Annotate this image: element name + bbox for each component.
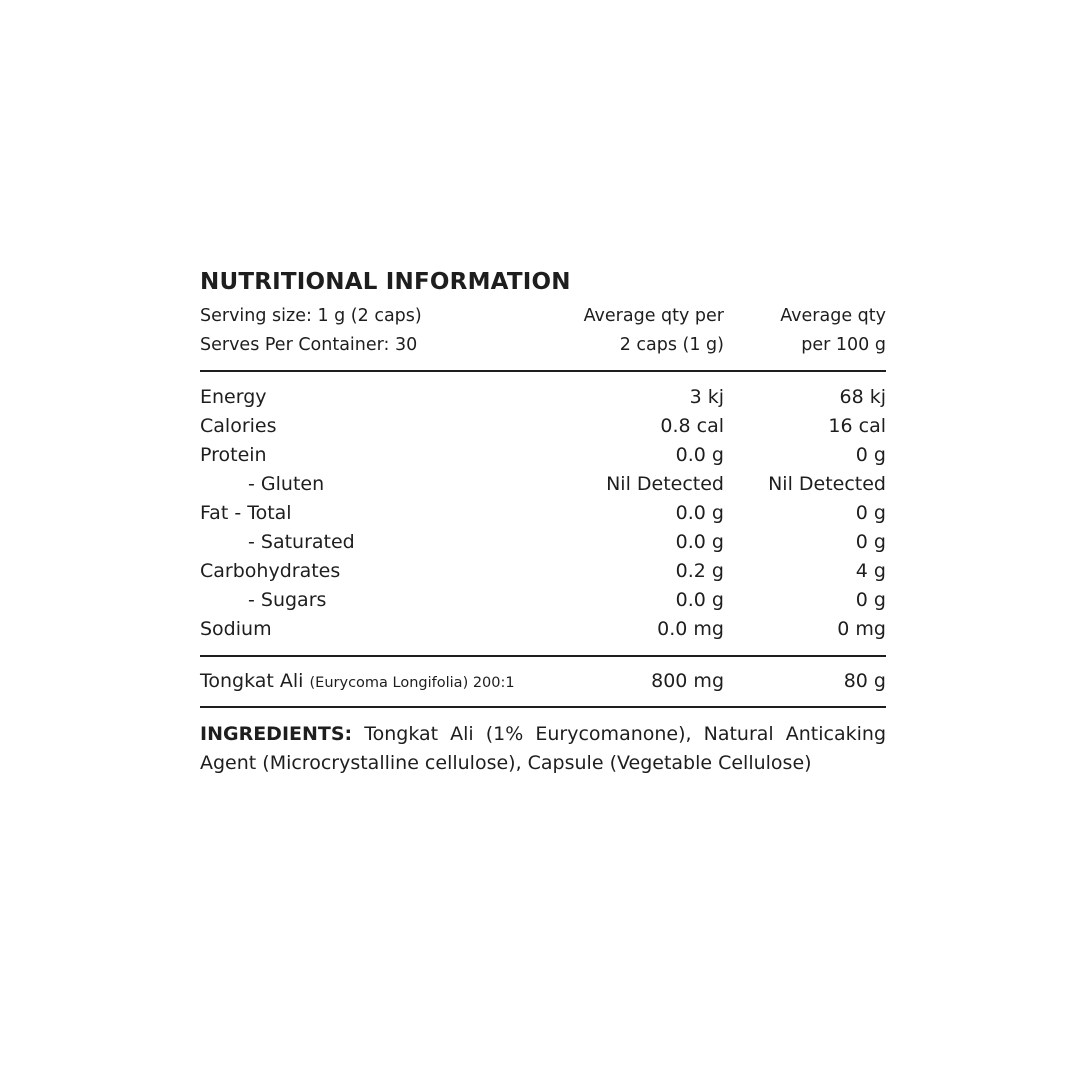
table-header: Serving size: 1 g (2 caps) Average qty p… — [200, 302, 886, 360]
nutrient-row: Carbohydrates 0.2 g 4 g — [200, 557, 886, 586]
divider — [200, 706, 886, 708]
nutrient-row: Fat - Total 0.0 g 0 g — [200, 499, 886, 528]
serving-size: Serving size: 1 g (2 caps) — [200, 306, 422, 326]
nutrient-row: - Sugars 0.0 g 0 g — [200, 586, 886, 615]
nutrient-per-100g: 0 mg — [837, 618, 886, 640]
nutrient-per-serve: 0.2 g — [675, 560, 724, 582]
nutrient-row: - Gluten Nil Detected Nil Detected — [200, 470, 886, 499]
nutrition-panel: NUTRITIONAL INFORMATION Serving size: 1 … — [200, 266, 886, 778]
col2-header-line2: 2 caps (1 g) — [619, 335, 724, 355]
panel-title: NUTRITIONAL INFORMATION — [200, 269, 571, 295]
active-name: Tongkat Ali — [200, 670, 304, 692]
nutrient-per-serve: 0.0 g — [675, 444, 724, 466]
nutrient-per-serve: 0.0 g — [675, 502, 724, 524]
nutrient-label: Energy — [200, 386, 267, 408]
nutrient-row: Sodium 0.0 mg 0 mg — [200, 615, 886, 644]
nutrient-per-serve: 0.0 g — [675, 531, 724, 553]
nutrient-per-serve: 0.0 g — [675, 589, 724, 611]
nutrient-label: Protein — [200, 444, 267, 466]
active-per-100g: 80 g — [843, 670, 886, 692]
ingredients-text: Tongkat Ali (1% Eurycomanone), Natural A… — [200, 723, 887, 774]
serves-per-container: Serves Per Container: 30 — [200, 335, 418, 355]
active-per-serve: 800 mg — [651, 670, 724, 692]
ingredients-label: INGREDIENTS: — [200, 723, 353, 745]
divider — [200, 655, 886, 657]
nutrient-row: - Saturated 0.0 g 0 g — [200, 528, 886, 557]
col3-header-line1: Average qty — [780, 306, 886, 326]
col2-header-line1: Average qty per — [583, 306, 724, 326]
nutrient-per-serve: 3 kj — [689, 386, 724, 408]
nutrient-per-100g: 68 kj — [839, 386, 887, 408]
nutrient-row: Calories 0.8 cal 16 cal — [200, 412, 886, 441]
nutrient-rows: Energy 3 kj 68 kj Calories 0.8 cal 16 cal Prot… — [200, 383, 886, 644]
nutrient-row: Energy 3 kj 68 kj — [200, 383, 886, 412]
nutrient-per-serve: Nil Detected — [606, 473, 724, 495]
nutrient-per-100g: 4 g — [855, 560, 886, 582]
nutrient-label: Calories — [200, 415, 277, 437]
nutrient-per-100g: 0 g — [855, 531, 886, 553]
nutrient-per-serve: 0.0 mg — [657, 618, 724, 640]
nutrient-per-100g: 0 g — [855, 589, 886, 611]
nutrient-per-serve: 0.8 cal — [660, 415, 724, 437]
nutrient-label: - Sugars — [248, 589, 327, 611]
nutrient-per-100g: 0 g — [855, 502, 886, 524]
col3-header-line2: per 100 g — [801, 335, 886, 355]
divider — [200, 370, 886, 372]
nutrient-label: - Saturated — [248, 531, 355, 553]
active-ingredient-row: Tongkat Ali (Eurycoma Longifolia) 200:1 … — [200, 667, 886, 696]
nutrient-label: Sodium — [200, 618, 272, 640]
nutrient-per-100g: Nil Detected — [768, 473, 886, 495]
ingredients: INGREDIENTS: Tongkat Ali (1% Eurycomanon… — [200, 720, 886, 778]
nutrient-per-100g: 0 g — [855, 444, 886, 466]
nutrient-label: Carbohydrates — [200, 560, 341, 582]
nutrient-label: - Gluten — [248, 473, 325, 495]
nutrient-per-100g: 16 cal — [828, 415, 886, 437]
active-detail: (Eurycoma Longifolia) 200:1 — [309, 675, 515, 691]
nutrient-label: Fat - Total — [200, 502, 292, 524]
nutrient-row: Protein 0.0 g 0 g — [200, 441, 886, 470]
